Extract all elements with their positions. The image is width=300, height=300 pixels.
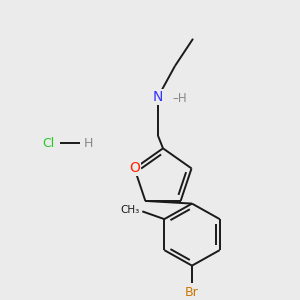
Text: H: H [83,137,93,150]
Text: Br: Br [185,286,199,299]
Text: –H: –H [172,92,187,105]
Text: N: N [153,90,163,104]
Text: Cl: Cl [42,137,54,150]
Text: CH₃: CH₃ [120,206,139,215]
Text: O: O [129,161,140,176]
